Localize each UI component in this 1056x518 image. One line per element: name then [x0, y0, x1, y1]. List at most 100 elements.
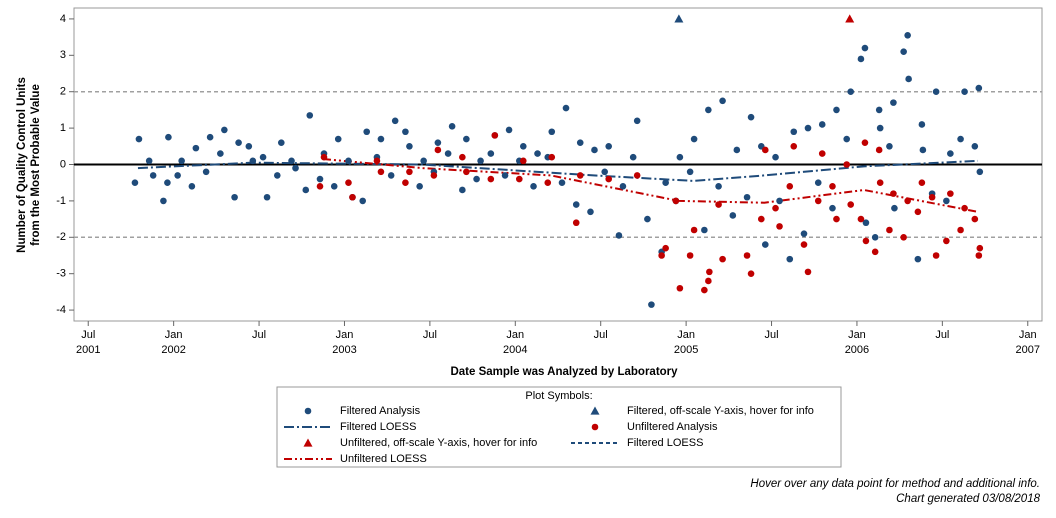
data-point[interactable]	[701, 226, 708, 234]
data-point[interactable]	[686, 168, 694, 176]
data-point[interactable]	[217, 150, 224, 157]
data-point[interactable]	[459, 153, 466, 161]
data-point[interactable]	[165, 133, 172, 141]
data-point[interactable]	[690, 135, 698, 143]
data-point[interactable]	[961, 204, 968, 212]
data-point[interactable]	[178, 157, 185, 165]
data-point[interactable]	[135, 135, 143, 143]
data-point[interactable]	[814, 197, 822, 205]
data-point[interactable]	[501, 172, 509, 179]
data-point[interactable]	[914, 255, 922, 263]
data-point[interactable]	[971, 215, 979, 223]
data-point[interactable]	[519, 143, 527, 150]
data-point[interactable]	[943, 197, 950, 205]
data-point[interactable]	[515, 175, 523, 183]
data-point[interactable]	[658, 252, 665, 259]
data-point[interactable]	[505, 126, 513, 134]
data-point[interactable]	[891, 204, 898, 212]
data-point[interactable]	[861, 139, 869, 146]
data-point[interactable]	[804, 268, 812, 276]
data-point[interactable]	[904, 31, 911, 39]
data-point[interactable]	[387, 172, 395, 179]
data-point[interactable]	[192, 144, 200, 152]
data-point[interactable]	[530, 183, 537, 190]
data-point[interactable]	[548, 153, 556, 161]
data-point[interactable]	[706, 268, 713, 276]
data-point[interactable]	[273, 172, 281, 179]
data-point[interactable]	[904, 197, 911, 205]
data-point[interactable]	[402, 179, 409, 186]
data-point[interactable]	[847, 201, 855, 208]
data-point[interactable]	[676, 284, 684, 292]
data-point[interactable]	[377, 168, 385, 176]
data-point[interactable]	[800, 241, 808, 248]
data-point[interactable]	[761, 241, 769, 248]
data-point[interactable]	[862, 237, 870, 245]
data-point[interactable]	[932, 252, 940, 259]
data-point[interactable]	[320, 153, 328, 161]
data-point[interactable]	[814, 179, 822, 186]
data-point[interactable]	[605, 175, 613, 183]
data-point[interactable]	[477, 157, 484, 165]
data-point[interactable]	[519, 157, 527, 165]
data-point[interactable]	[463, 135, 470, 143]
data-point[interactable]	[444, 150, 452, 157]
data-point[interactable]	[886, 226, 893, 234]
data-point[interactable]	[359, 197, 367, 205]
data-point[interactable]	[900, 48, 907, 55]
data-point[interactable]	[900, 233, 907, 241]
data-point[interactable]	[857, 215, 865, 223]
data-point[interactable]	[615, 232, 623, 239]
data-point[interactable]	[373, 157, 381, 165]
data-point[interactable]	[292, 164, 299, 172]
data-point[interactable]	[648, 301, 655, 308]
data-point[interactable]	[160, 197, 167, 205]
data-point[interactable]	[306, 112, 314, 119]
data-point[interactable]	[662, 179, 669, 186]
data-point[interactable]	[976, 244, 984, 252]
data-point[interactable]	[971, 143, 979, 150]
data-point[interactable]	[629, 153, 637, 161]
data-point[interactable]	[833, 106, 840, 114]
data-point[interactable]	[719, 255, 726, 263]
data-point[interactable]	[975, 252, 983, 259]
data-point[interactable]	[544, 179, 552, 186]
data-point[interactable]	[334, 135, 342, 143]
data-point[interactable]	[961, 88, 968, 96]
data-point[interactable]	[231, 193, 238, 201]
data-point[interactable]	[558, 179, 566, 186]
data-point[interactable]	[434, 146, 442, 154]
data-point[interactable]	[790, 143, 798, 150]
data-point[interactable]	[459, 186, 466, 194]
data-point[interactable]	[420, 157, 427, 165]
data-point[interactable]	[288, 157, 295, 165]
data-point[interactable]	[701, 286, 708, 294]
data-point[interactable]	[316, 175, 324, 183]
data-point[interactable]	[164, 179, 171, 186]
data-point[interactable]	[947, 190, 954, 197]
data-point[interactable]	[786, 255, 794, 263]
data-point[interactable]	[473, 175, 480, 183]
data-point[interactable]	[705, 106, 712, 114]
data-point[interactable]	[349, 193, 356, 201]
data-point[interactable]	[416, 183, 423, 190]
data-point[interactable]	[391, 117, 399, 125]
data-point[interactable]	[591, 146, 598, 154]
data-point[interactable]	[905, 75, 912, 83]
data-point[interactable]	[914, 208, 922, 216]
data-point[interactable]	[672, 197, 680, 205]
data-point[interactable]	[430, 172, 438, 179]
data-point[interactable]	[302, 186, 310, 194]
data-point[interactable]	[772, 204, 779, 212]
data-point[interactable]	[377, 135, 385, 143]
data-point[interactable]	[871, 233, 879, 241]
data-point[interactable]	[947, 150, 954, 157]
data-point[interactable]	[757, 215, 765, 223]
off-scale-point[interactable]	[845, 14, 855, 23]
data-point[interactable]	[804, 124, 812, 132]
data-point[interactable]	[259, 153, 267, 161]
data-point[interactable]	[202, 168, 210, 176]
data-point[interactable]	[747, 113, 755, 121]
data-point[interactable]	[861, 44, 869, 52]
data-point[interactable]	[761, 146, 769, 154]
